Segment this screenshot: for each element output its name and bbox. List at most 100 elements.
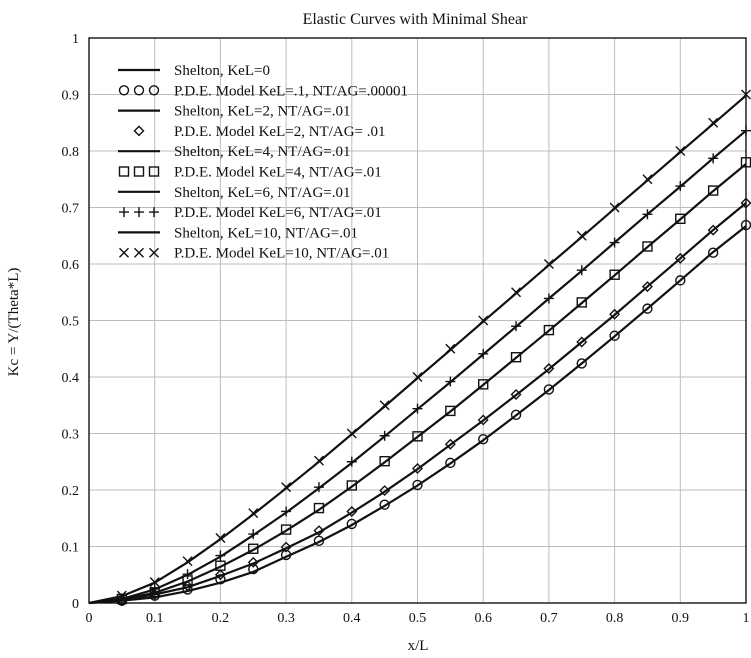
- series-point-5: [313, 502, 325, 514]
- y-tick-label: 0.9: [62, 89, 80, 104]
- series-point-1: [445, 457, 456, 469]
- series-point-1: [543, 384, 555, 395]
- legend-marker-sample: [133, 166, 145, 177]
- y-tick-label: 0.3: [62, 428, 80, 443]
- legend-marker-sample: [118, 166, 130, 177]
- series-point-9: [642, 174, 653, 185]
- series-point-9: [149, 577, 160, 588]
- series-point-1: [642, 303, 653, 314]
- series-point-3: [214, 569, 226, 581]
- series-point-3: [247, 556, 259, 568]
- series-point-9: [543, 259, 554, 269]
- x-tick-label: 0.4: [343, 611, 361, 626]
- series-point-7: [708, 153, 719, 164]
- series-point-7: [642, 209, 653, 220]
- series-point-5: [412, 431, 423, 442]
- series-point-7: [182, 569, 193, 580]
- x-tick-label: 0.8: [606, 611, 624, 626]
- x-tick-label: 0: [86, 611, 93, 626]
- y-axis-label: Kc = Y/(Theta*L): [6, 268, 22, 377]
- series-point-9: [379, 400, 390, 411]
- legend-marker-sample: [149, 247, 159, 258]
- series-point-9: [346, 428, 357, 439]
- series-point-9: [182, 556, 193, 567]
- series-point-1: [379, 499, 390, 510]
- x-axis-label: x/L: [408, 638, 429, 654]
- plot-frame: [88, 37, 747, 604]
- x-tick-label: 1: [743, 611, 750, 626]
- series-point-7: [346, 456, 357, 467]
- tick-labels: 0 0.1 0.2 0.3 0.4 0.5 0.6 0.7 0.8 0.9 1 0 0.1 0.2 0.3 0…: [62, 32, 750, 626]
- series-point-3: [280, 541, 292, 553]
- series-point-7: [478, 348, 489, 359]
- series-point-3: [477, 414, 489, 426]
- series-point-7: [675, 181, 686, 192]
- series-point-5: [510, 352, 522, 363]
- series-point-7: [215, 550, 226, 561]
- legend-label: P.D.E. Model KeL=.1, NT/AG=.00001: [174, 83, 408, 99]
- series-point-9: [412, 372, 423, 382]
- series-point-7: [149, 583, 160, 594]
- legend-label: Shelton, KeL=0: [174, 63, 270, 79]
- series-point-7: [379, 430, 390, 441]
- series-point-5: [478, 379, 489, 390]
- legend-label: P.D.E. Model KeL=6, NT/AG=.01: [174, 205, 382, 221]
- x-tick-label: 0.7: [540, 611, 558, 626]
- series-point-3: [379, 485, 391, 497]
- series-point-3: [346, 505, 358, 517]
- legend-marker-sample: [133, 125, 145, 137]
- series-point-5: [609, 269, 620, 280]
- x-tick-label: 0.3: [277, 611, 295, 626]
- y-tick-label: 0.7: [62, 202, 80, 217]
- series-point-1: [510, 409, 522, 421]
- series-point-9: [741, 89, 751, 100]
- series-point-3: [576, 336, 588, 348]
- legend-marker-sample: [149, 207, 159, 218]
- legend-label: Shelton, KeL=4, NT/AG=.01: [174, 144, 350, 160]
- series-point-7: [576, 265, 587, 276]
- x-tick-label: 0.2: [212, 611, 230, 626]
- series-point-9: [511, 287, 522, 298]
- chart-title: Elastic Curves with Minimal Shear: [303, 11, 529, 28]
- legend-marker-sample: [133, 85, 145, 96]
- series-point-3: [444, 438, 456, 450]
- legend-marker-sample: [148, 166, 160, 177]
- series-point-7: [412, 403, 423, 414]
- series-point-9: [248, 508, 259, 519]
- x-tick-label: 0.1: [146, 611, 164, 626]
- series-point-3: [674, 252, 686, 264]
- series-point-5: [280, 524, 292, 535]
- series-point-9: [675, 146, 686, 156]
- series-point-3: [543, 363, 555, 375]
- series-point-7: [281, 506, 292, 517]
- series-point-7: [543, 293, 554, 304]
- series-point-1: [313, 535, 325, 547]
- legend: Shelton, KeL=0 P.D.E. Model KeL=.1, NT/AG…: [118, 63, 408, 262]
- series-point-5: [215, 560, 226, 571]
- series-point-5: [379, 455, 390, 467]
- series-point-7: [511, 321, 522, 332]
- series-point-7: [313, 482, 324, 493]
- series-point-1: [478, 433, 489, 445]
- series-point-3: [313, 525, 325, 537]
- x-tick-label: 0.5: [409, 611, 427, 626]
- series-line-2: [88, 202, 747, 605]
- y-tick-label: 0.4: [62, 371, 80, 386]
- x-tick-label: 0.9: [672, 611, 690, 626]
- series-point-7: [741, 125, 751, 136]
- legend-marker-sample: [134, 207, 144, 218]
- series-point-5: [675, 213, 686, 225]
- series-point-9: [313, 455, 324, 466]
- series-point-9: [116, 590, 127, 601]
- series-point-5: [707, 185, 719, 196]
- series-point-1: [707, 247, 719, 258]
- legend-marker-sample: [148, 85, 160, 96]
- x-tick-label: 0.6: [474, 611, 492, 626]
- series-point-7: [445, 376, 456, 387]
- grid: [88, 37, 747, 604]
- series-point-3: [609, 308, 621, 320]
- series-point-9: [215, 533, 226, 544]
- y-tick-label: 0.5: [62, 315, 80, 330]
- y-tick-label: 0.6: [62, 258, 80, 273]
- series-point-3: [641, 281, 653, 293]
